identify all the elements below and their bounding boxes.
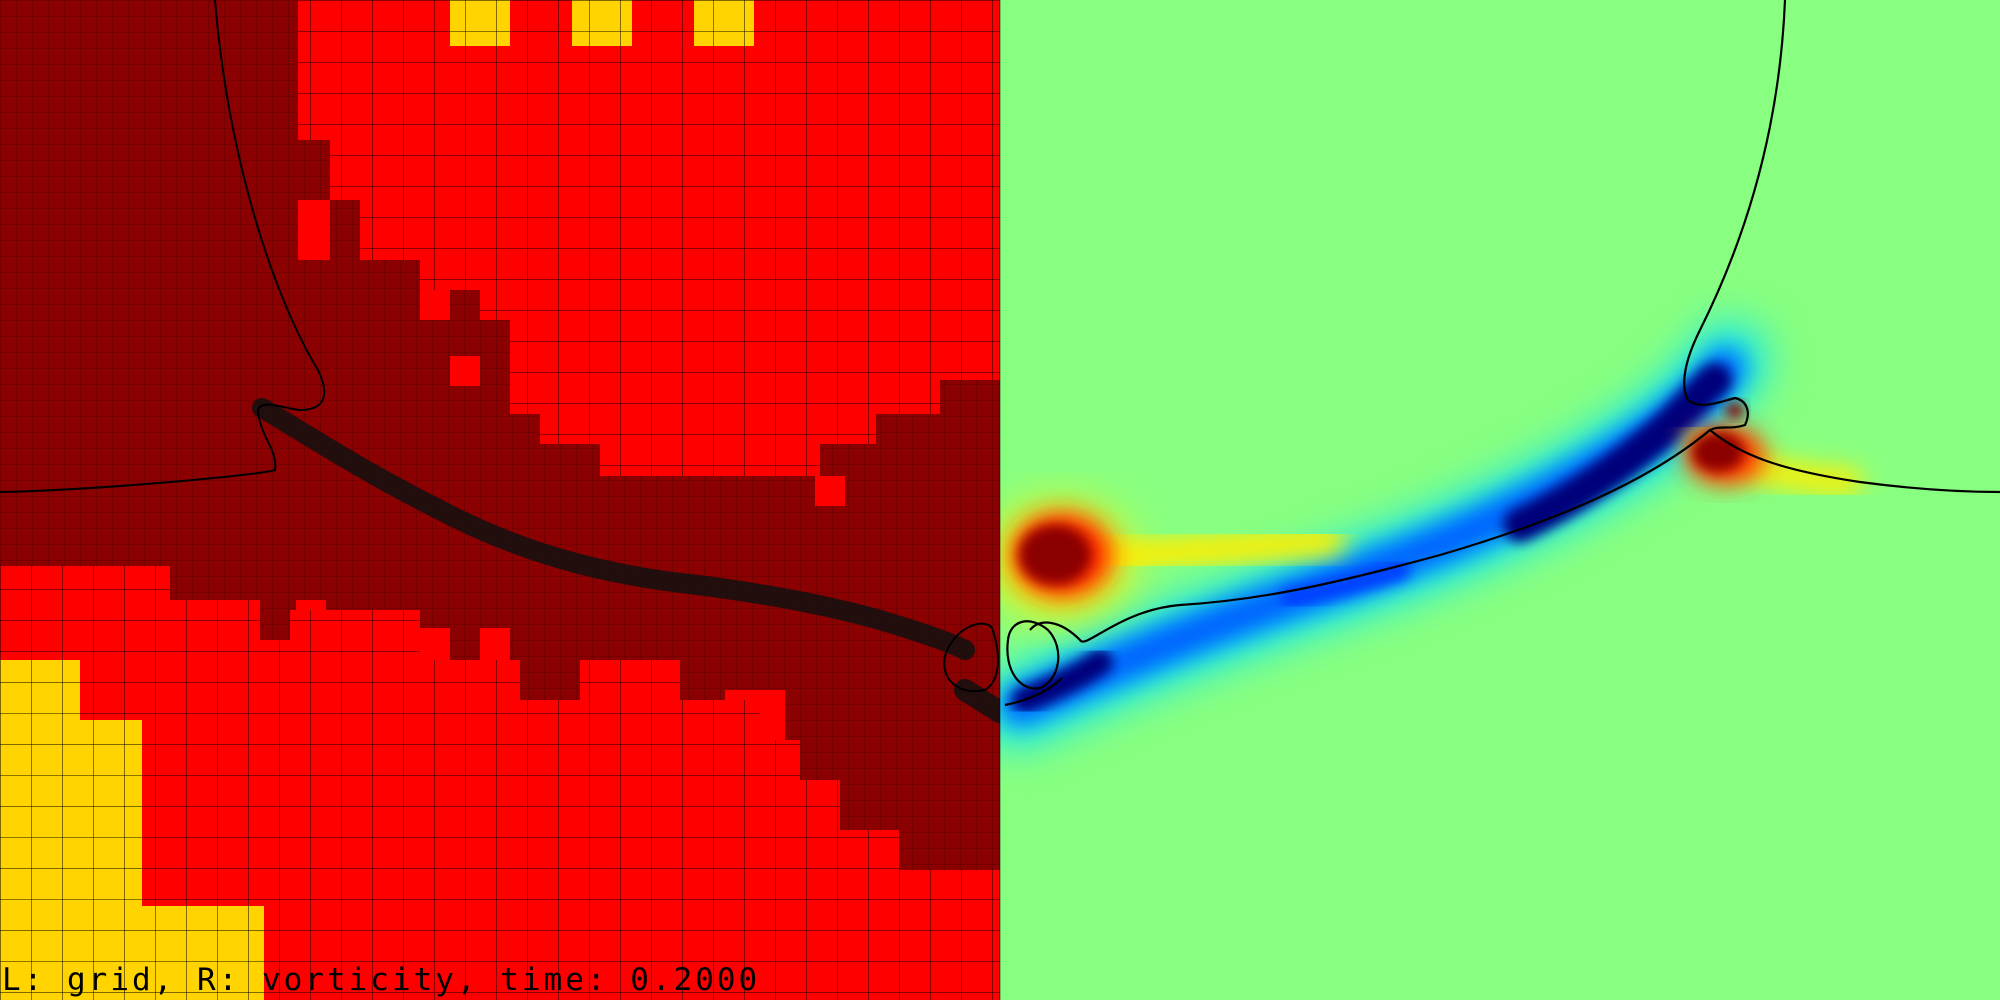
interface-contour-right [1004,0,2000,707]
interface-contour-left [0,0,999,693]
grid-panel [0,0,1000,1000]
plot-caption: L: grid, R: vorticity, time: 0.2000 [2,962,761,998]
vorticity-panel [1000,0,2000,1000]
refined-sheet-band [252,398,975,660]
